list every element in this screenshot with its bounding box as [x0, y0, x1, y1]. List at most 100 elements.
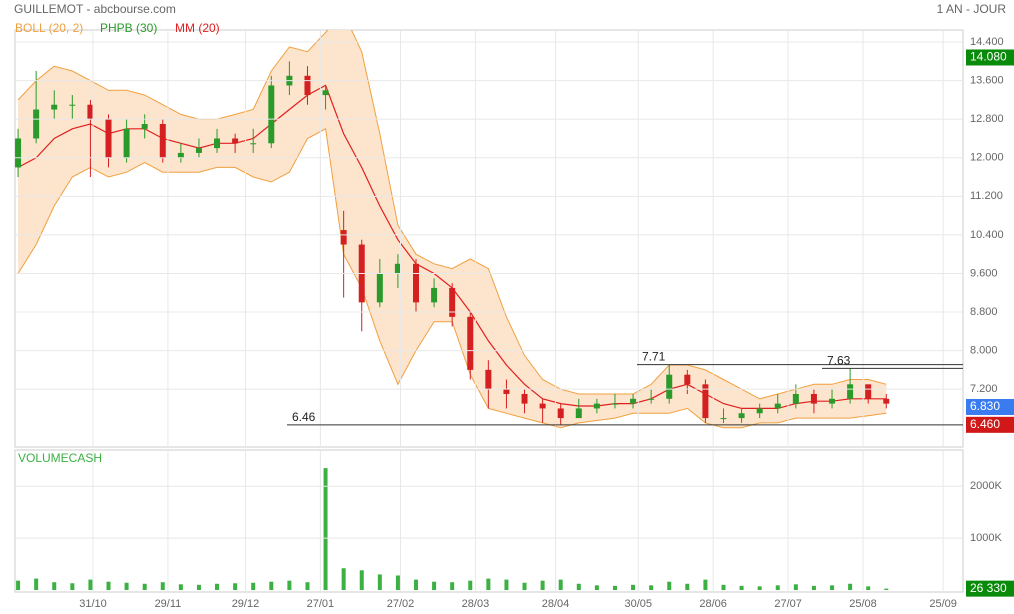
- x-tick-label: 29/11: [155, 598, 182, 610]
- candle-body: [829, 398, 836, 404]
- labels: 31/10 29/11 29/12 27/01 27/02 28/03 28/04 30/05…: [15, 21, 1014, 610]
- x-tick-label: 27/02: [387, 598, 415, 610]
- volume-bar: [70, 583, 75, 590]
- candle-body: [431, 287, 438, 303]
- legend-entry: PHPB (30): [100, 21, 157, 35]
- y-tick-label: 11.200: [970, 190, 1003, 202]
- candle-body: [394, 263, 401, 274]
- volume-bar: [178, 584, 183, 590]
- volume-plot: [16, 468, 889, 590]
- candle-body: [684, 374, 691, 385]
- y-tick-label: 8.800: [970, 306, 998, 318]
- y-tick-label: 9.600: [970, 267, 998, 279]
- volume-bar: [160, 582, 165, 590]
- candle-body: [756, 408, 763, 414]
- volume-bar: [486, 578, 491, 590]
- candle-body: [666, 374, 673, 399]
- volume-bar: [432, 581, 437, 590]
- volume-bar: [703, 579, 708, 590]
- candle-body: [268, 85, 275, 144]
- x-tick-label: 28/04: [542, 598, 570, 610]
- y-tick-label: 2000K: [970, 480, 1002, 492]
- candle-body: [883, 398, 890, 404]
- price-marker: [966, 49, 1014, 66]
- y-tick-label: 10.400: [970, 229, 1004, 241]
- candle-body: [774, 403, 781, 409]
- band-upper: [17, 30, 887, 400]
- candle-body: [449, 287, 456, 317]
- candle-body: [195, 148, 202, 153]
- volume-bar: [775, 585, 780, 590]
- price-marker-label: 26 330: [970, 581, 1007, 595]
- candle-body: [159, 124, 166, 158]
- volume-bar: [504, 579, 509, 590]
- volume-bar: [667, 581, 672, 590]
- volume-bar: [305, 582, 310, 590]
- candle-body: [33, 109, 40, 139]
- candle-body: [304, 75, 311, 96]
- candle-body: [593, 403, 600, 409]
- volume-bar: [196, 584, 201, 590]
- level-label: 7.71: [642, 350, 666, 364]
- candle-body: [521, 393, 528, 404]
- price-marker: [966, 398, 1014, 415]
- volume-bar: [251, 582, 256, 590]
- volume-bar: [215, 583, 220, 590]
- volume-bar: [848, 583, 853, 590]
- volume-bar: [341, 568, 346, 590]
- x-tick-label: 31/10: [79, 598, 107, 610]
- volume-bar: [522, 582, 527, 590]
- volume-bar: [685, 583, 690, 590]
- candle-body: [467, 316, 474, 370]
- y-tick-label: 14.400: [970, 36, 1004, 48]
- candle-body: [250, 143, 257, 145]
- candle-body: [702, 384, 709, 419]
- candle-body: [738, 413, 745, 419]
- volume-bar: [793, 584, 798, 590]
- y-tick-label: 1000K: [970, 532, 1002, 544]
- volume-bar: [811, 585, 816, 590]
- volume-bar: [414, 579, 418, 590]
- y-tick-label: 12.000: [970, 152, 1004, 164]
- price-marker-label: 6.460: [970, 417, 1000, 431]
- volume-panel: [14, 449, 964, 593]
- period: 1 AN - JOUR: [937, 2, 1007, 16]
- volume-bar: [287, 580, 292, 590]
- price-panel: [14, 29, 964, 448]
- candle-body: [575, 408, 582, 419]
- candle-body: [51, 104, 58, 110]
- candle-body: [322, 90, 329, 96]
- volume-bar: [540, 580, 545, 590]
- volume-bar: [830, 585, 835, 590]
- candle-body: [15, 138, 22, 168]
- level-label: 6.46: [292, 410, 316, 424]
- volume-bar: [721, 584, 726, 590]
- volume-bar: [866, 586, 871, 590]
- candle-body: [847, 384, 854, 399]
- candle-body: [340, 230, 347, 245]
- candle-body: [87, 104, 94, 120]
- x-tick-label: 27/01: [307, 598, 335, 610]
- candle-body: [141, 124, 148, 129]
- volume-bar: [757, 586, 762, 590]
- volume-bar: [359, 570, 364, 590]
- x-tick-label: 27/07: [774, 598, 802, 610]
- x-tick-label: 25/09: [929, 598, 957, 610]
- candle-body: [177, 152, 184, 158]
- x-tick-label: 28/06: [699, 598, 727, 610]
- band-fill: [18, 30, 887, 428]
- x-tick-label: 28/03: [462, 598, 490, 610]
- x-tick-label: 29/12: [232, 598, 260, 610]
- volume-bar: [739, 585, 744, 590]
- x-tick-label: 30/05: [624, 598, 652, 610]
- candle-body: [123, 128, 130, 158]
- volume-bar: [269, 581, 274, 590]
- legend-entry: MM (20): [175, 21, 220, 35]
- chart-title: GUILLEMOT - abcbourse.com: [14, 2, 176, 16]
- volume-bar: [233, 583, 238, 590]
- price-plot: [15, 30, 890, 429]
- volume-bar: [884, 588, 889, 590]
- candle-body: [720, 418, 727, 420]
- candle-body: [214, 138, 221, 149]
